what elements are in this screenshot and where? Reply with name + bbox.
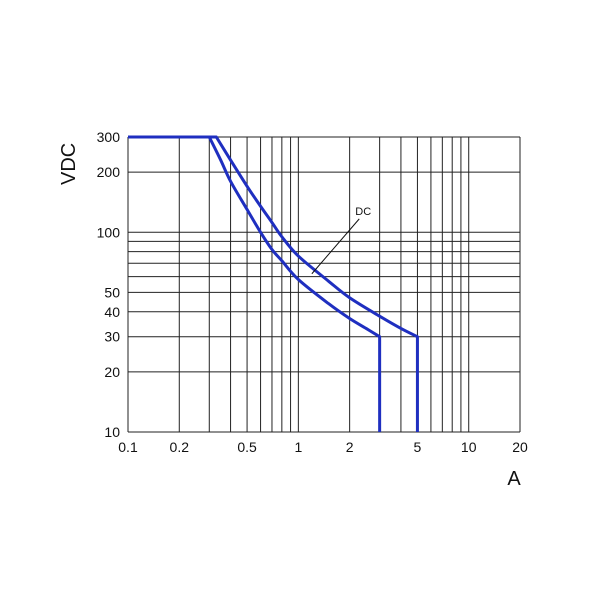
- y-axis-title: VDC: [58, 143, 80, 185]
- y-tick-label: 30: [104, 329, 120, 345]
- x-tick-label: 5: [414, 439, 422, 455]
- y-tick-label: 200: [97, 164, 121, 180]
- annotation-label: DC: [355, 206, 371, 218]
- series-line-1: [128, 135, 382, 432]
- x-tick-label: 0.1: [118, 439, 138, 455]
- annotation: DC: [311, 206, 371, 275]
- x-tick-label: 2: [346, 439, 354, 455]
- series-lines: [128, 135, 419, 432]
- series-line-2: [128, 135, 419, 432]
- y-tick-label: 40: [104, 304, 120, 320]
- tick-labels: 0.1 0.2 0.5 1 2 5 10 20 10 20 30 40 50 100 200 300: [97, 129, 528, 455]
- x-tick-label: 20: [512, 439, 528, 455]
- x-tick-label: 0.5: [237, 439, 257, 455]
- y-tick-label: 50: [104, 284, 120, 300]
- y-tick-label: 20: [104, 364, 120, 380]
- y-tick-label: 300: [97, 129, 121, 145]
- y-tick-label: 10: [104, 424, 120, 440]
- x-axis-title: A: [507, 468, 521, 490]
- x-tick-label: 0.2: [170, 439, 190, 455]
- annotation-leader-line: [311, 218, 360, 275]
- y-tick-label: 100: [97, 224, 121, 240]
- x-tick-label: 10: [461, 439, 477, 455]
- x-tick-label: 1: [294, 439, 302, 455]
